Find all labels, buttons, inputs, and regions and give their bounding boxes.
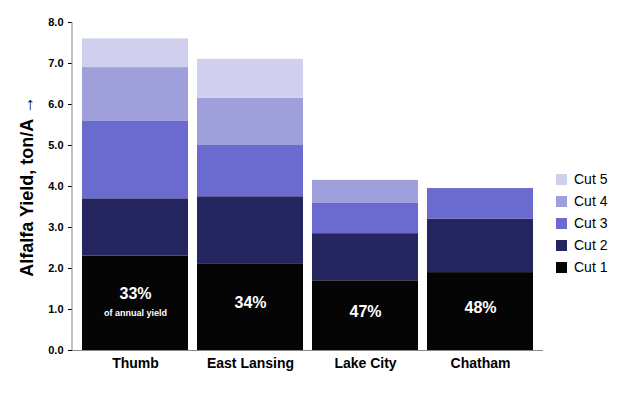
svg-text:8.0: 8.0 [48, 16, 63, 28]
svg-text:48%: 48% [464, 299, 496, 316]
html-text:Cut 2: Cut 2 [574, 237, 608, 253]
svg-text:East Lansing: East Lansing [207, 355, 294, 371]
svg-text:4.0: 4.0 [48, 180, 63, 192]
svg-text:47%: 47% [349, 303, 381, 320]
html-text:Cut 1: Cut 1 [574, 259, 608, 275]
svg-text:7.0: 7.0 [48, 57, 63, 69]
svg-text:6.0: 6.0 [48, 98, 63, 110]
html-text:Cut 4: Cut 4 [574, 193, 608, 209]
html-text:Cut 5: Cut 5 [574, 171, 608, 187]
svg-text:1.0: 1.0 [48, 303, 63, 315]
svg-text:5.0: 5.0 [48, 139, 63, 151]
svg-text:Thumb: Thumb [112, 355, 159, 371]
svg-text:of annual yield: of annual yield [104, 308, 167, 318]
svg-text:Alfalfa Yield, ton/A →: Alfalfa Yield, ton/A → [17, 96, 37, 276]
svg-text:33%: 33% [119, 285, 151, 302]
svg-text:0.0: 0.0 [48, 344, 63, 356]
html-text:Cut 3: Cut 3 [574, 215, 608, 231]
svg-text:Lake City: Lake City [334, 355, 396, 371]
svg-text:2.0: 2.0 [48, 262, 63, 274]
svg-text:Chatham: Chatham [451, 355, 511, 371]
svg-text:34%: 34% [234, 294, 266, 311]
svg-text:3.0: 3.0 [48, 221, 63, 233]
